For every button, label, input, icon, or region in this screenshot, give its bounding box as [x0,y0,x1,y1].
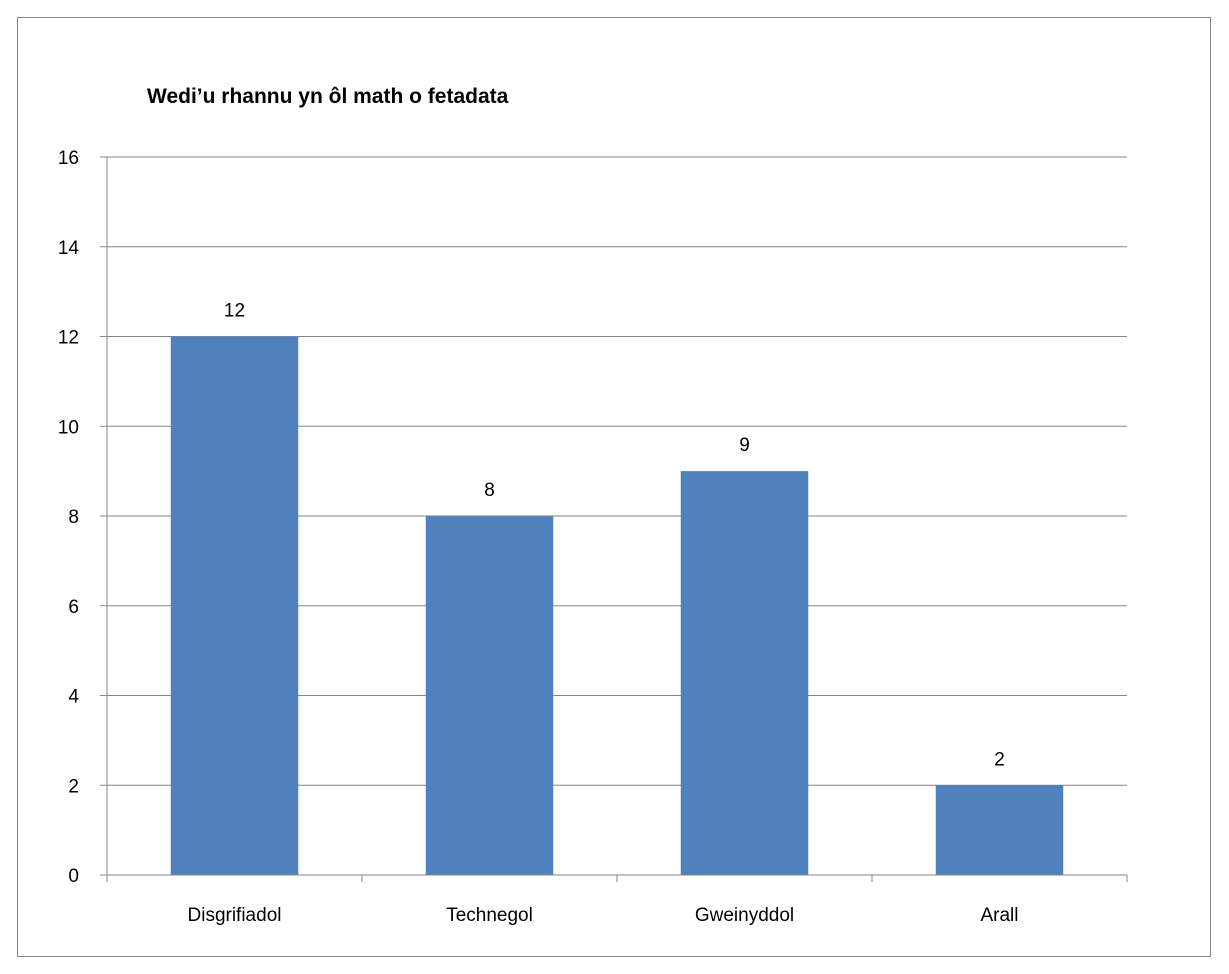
labels: 0 2 4 6 8 10 12 14 16 12 Disgrifiadol 8 Technegol 9 Gw… [58,148,1019,926]
bar-disgrifiadol [170,336,299,875]
y-tick-label: 10 [58,417,79,438]
y-tick-label: 0 [68,866,79,887]
y-tick-label: 16 [58,148,79,169]
y-tick-label: 8 [68,507,79,528]
x-tick-label: Disgrifiadol [188,905,282,926]
y-tick-label: 12 [58,328,79,349]
bars [170,336,1064,875]
x-tick-label: Technegol [446,905,533,926]
bar-technegol [425,516,554,875]
bar-arall [935,785,1064,875]
y-tick-label: 6 [68,597,79,618]
x-tick-label: Gweinyddol [695,905,794,926]
axes [100,156,1128,882]
y-tick-label: 2 [68,776,79,797]
x-tick-label: Arall [980,905,1018,926]
chart-title: Wedi’u rhannu yn ôl math o fetadata [147,85,509,108]
bar-gweinyddol [680,471,809,875]
y-tick-label: 14 [58,238,80,259]
data-label: 9 [739,435,750,456]
data-label: 8 [484,480,495,501]
y-tick-label: 4 [68,687,79,708]
data-label: 2 [994,749,1005,770]
data-label: 12 [224,301,245,322]
